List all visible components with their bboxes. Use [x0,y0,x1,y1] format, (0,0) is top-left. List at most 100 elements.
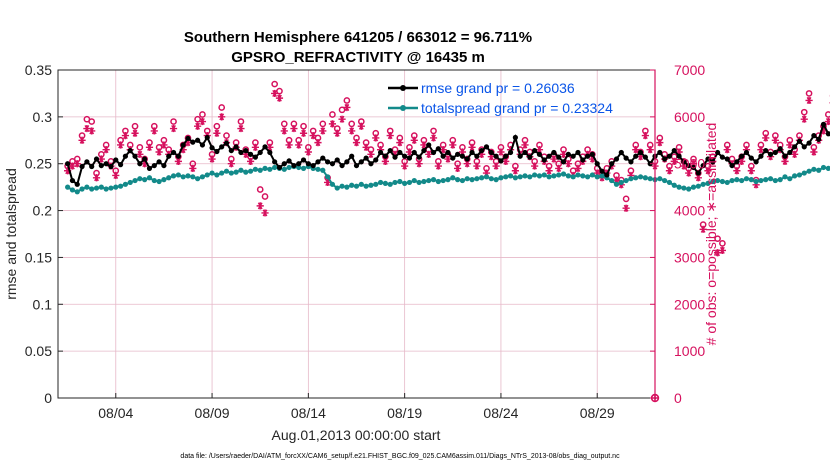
assimilated-obs-point [198,117,207,126]
rmse-point [575,149,581,156]
rmse-point [195,137,201,143]
legend-rmse-label: rmse grand pr = 0.26036 [421,80,575,96]
totalspread-point [156,178,162,185]
y-tick-label-left: 0.25 [25,156,52,172]
rmse-point [170,149,177,156]
rmse-point [358,159,364,165]
rmse-point [262,144,268,150]
totalspread-point [397,178,403,185]
rmse-point [459,153,466,159]
totalspread-point [455,177,461,183]
assimilated-obs-point [593,169,601,177]
totalspread-point [522,173,528,179]
totalspread-point [151,177,157,184]
rmse-point [74,181,80,187]
data-file-footnote: data file: /Users/raeder/DAI/ATM_forcXX/… [180,453,620,460]
totalspread-point [430,177,437,183]
assimilated-obs-point [781,157,789,165]
assimilated-obs-point [738,157,746,165]
rmse-point [580,157,586,163]
assimilated-obs-point [449,141,457,149]
rmse-point [767,151,774,157]
totalspread-point [344,184,350,190]
assimilated-obs-point [179,146,187,154]
totalspread-point [763,177,769,183]
totalspread-point [479,175,485,181]
rmse-point [642,154,648,160]
assimilated-obs-point [227,160,235,168]
rmse-point [276,164,283,171]
assimilated-obs-point [535,146,544,154]
totalspread-point [214,172,220,178]
rmse-point [657,149,663,156]
totalspread-point [281,166,287,172]
assimilated-obs-point [791,150,799,158]
rmse-point [710,159,716,165]
rmse-point [325,159,331,165]
rmse-point [228,147,234,154]
rmse-point [816,136,822,142]
totalspread-point [671,182,677,188]
rmse-point [127,147,133,154]
totalspread-point [358,181,364,187]
totalspread-point [700,181,706,187]
totalspread-point [589,172,596,178]
totalspread-point [816,167,822,173]
rmse-point [65,161,71,167]
assimilated-obs-point [550,155,558,163]
assimilated-obs-point [511,167,519,175]
totalspread-point [132,177,138,184]
rmse-point [700,162,706,169]
assimilated-obs-point [641,132,649,140]
totalspread-point [743,176,750,182]
totalspread-point [228,170,234,176]
totalspread-point [368,182,374,188]
totalspread-point [532,172,538,178]
rmse-point [435,146,441,152]
assimilated-obs-point [521,141,529,149]
rmse-point [512,134,518,141]
assimilated-obs-point [757,146,765,154]
totalspread-point [734,177,740,183]
assimilated-obs-point [810,148,818,156]
assimilated-obs-point [454,164,462,172]
assimilated-obs-point [694,174,702,182]
assimilated-obs-point [742,146,751,154]
possible-obs-point [276,87,283,95]
possible-obs-point [194,115,201,123]
totalspread-point [450,175,456,181]
assimilated-obs-point [723,146,731,154]
assimilated-obs-point [141,160,149,168]
totalspread-point [792,173,798,179]
rmse-point [305,161,311,167]
assimilated-obs-point [612,176,621,184]
y-tick-label-left: 0.3 [33,109,53,125]
possible-obs-point [256,186,264,193]
totalspread-point [796,172,803,178]
totalspread-point [185,173,191,179]
totalspread-point [613,181,620,187]
totalspread-point [546,174,552,180]
assimilated-obs-point [429,134,438,142]
rmse-point [79,163,85,170]
rmse-point [676,153,682,159]
rmse-point [792,144,798,150]
totalspread-point [599,173,605,179]
totalspread-point [662,177,668,184]
y-axis-right-label: # of obs: o=possible; ∗=assimilated [703,123,719,346]
totalspread-point [199,174,206,180]
assimilated-obs-point [319,127,327,135]
assimilated-obs-point [237,124,245,133]
assimilated-obs-point [401,162,409,170]
rmse-point [421,147,427,154]
rmse-point [199,142,206,148]
rmse-point [503,153,509,159]
rmse-point [623,155,629,161]
rmse-point [257,149,263,156]
possible-obs-point [300,122,307,130]
possible-obs-point [131,122,139,130]
totalspread-point [623,177,629,184]
assimilated-obs-point [314,139,322,147]
rmse-point [483,144,490,150]
assimilated-obs-point [64,167,72,175]
